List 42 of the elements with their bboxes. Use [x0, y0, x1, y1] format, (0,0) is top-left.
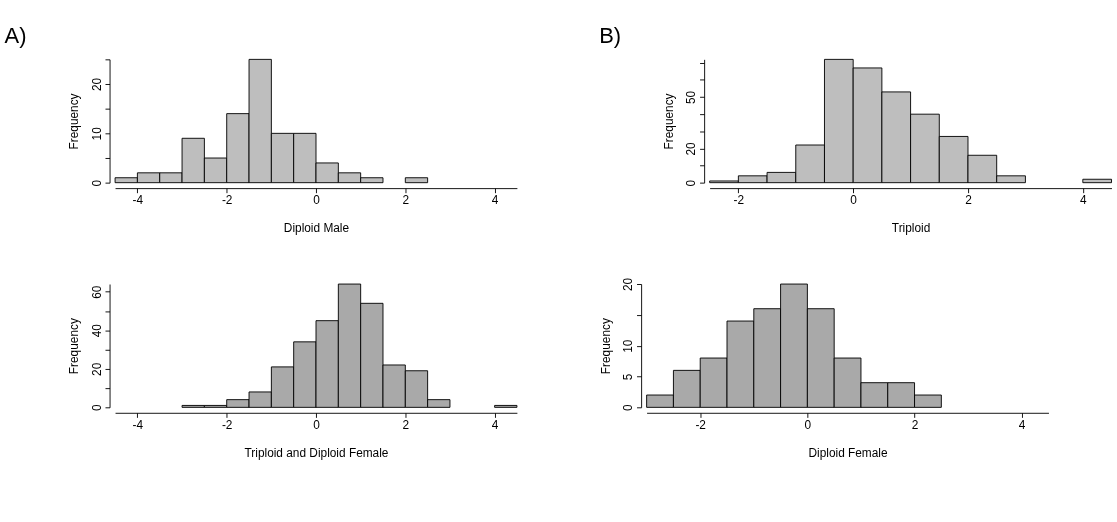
x-axis-title: Diploid Female: [808, 446, 888, 461]
y-tick-label: 10: [89, 126, 104, 141]
x-tick-label: -4: [132, 193, 144, 208]
x-tick-label: 4: [491, 193, 499, 208]
x-tick-label: 4: [491, 417, 499, 432]
y-tick-label: 10: [621, 339, 636, 353]
x-tick-label: 0: [313, 193, 321, 208]
x-axis-title: Triploid and Diploid Female: [244, 446, 389, 461]
chart-title: A): [4, 23, 27, 49]
y-tick-label: 0: [89, 179, 104, 187]
y-tick-label: 60: [89, 285, 104, 299]
x-tick-label: 2: [402, 193, 410, 208]
x-tick-label: 4: [1018, 417, 1026, 432]
y-tick-label: 0: [89, 404, 104, 412]
y-axis-title: Frequency: [67, 93, 82, 150]
y-tick-label: 20: [89, 77, 104, 92]
y-tick-label: 5: [621, 373, 636, 381]
x-tick-label: 0: [850, 193, 858, 208]
x-axis-title: Diploid Male: [283, 221, 350, 236]
x-tick-label: 2: [402, 417, 410, 432]
x-tick-label: -2: [221, 193, 233, 208]
x-tick-label: 0: [313, 417, 321, 432]
y-axis-title: Frequency: [598, 318, 613, 375]
chart-title: B): [599, 23, 622, 49]
x-tick-label: 2: [911, 417, 919, 432]
x-tick-label: -2: [221, 417, 233, 432]
x-tick-label: -2: [695, 417, 706, 432]
x-tick-label: 2: [965, 193, 972, 208]
y-tick-label: 50: [684, 90, 699, 105]
x-tick-label: 0: [804, 417, 812, 432]
y-axis-title: Frequency: [661, 93, 676, 150]
x-tick-label: -2: [733, 193, 745, 208]
x-tick-label: 4: [1079, 193, 1087, 208]
y-tick-label: 0: [621, 404, 636, 412]
y-axis-title: Frequency: [67, 318, 82, 375]
x-tick-label: -4: [132, 417, 144, 432]
x-axis-title: Triploid: [891, 221, 931, 236]
y-tick-label: 0: [684, 179, 699, 187]
y-tick-label: 20: [684, 141, 699, 156]
y-tick-label: 20: [89, 362, 104, 376]
y-tick-label: 20: [621, 277, 636, 292]
y-tick-label: 40: [89, 323, 104, 338]
